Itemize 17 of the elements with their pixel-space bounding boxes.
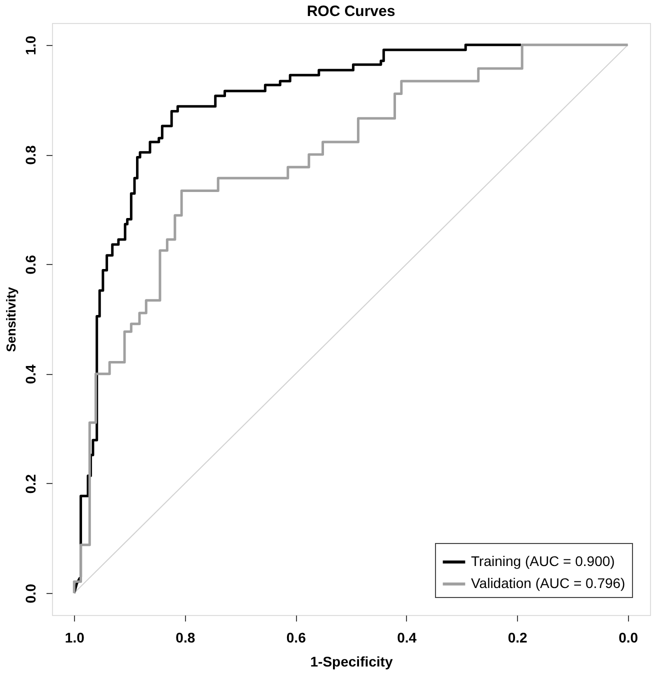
x-axis-title: 1-Specificity (310, 654, 393, 670)
x-tick-label: 0.8 (176, 630, 196, 646)
y-tick-label: 0.4 (22, 364, 38, 384)
y-tick-label: 0.2 (22, 474, 38, 494)
x-tick-label: 0.6 (286, 630, 306, 646)
y-tick-label: 1.0 (22, 35, 38, 56)
chart-title: ROC Curves (306, 3, 396, 20)
y-tick-label: 0.6 (22, 254, 38, 274)
legend-label: Training (AUC = 0.900) (471, 553, 615, 569)
x-tick-label: 0.4 (397, 630, 417, 646)
x-tick-label: 1.0 (64, 630, 85, 646)
y-axis-title: Sensitivity (4, 286, 18, 352)
legend-label: Validation (AUC = 0.796) (471, 575, 626, 591)
y-tick-label: 0.0 (22, 584, 38, 604)
y-tick-label: 0.8 (22, 145, 38, 165)
x-tick-label: 0.0 (618, 630, 638, 646)
x-tick-label: 0.2 (508, 630, 528, 646)
